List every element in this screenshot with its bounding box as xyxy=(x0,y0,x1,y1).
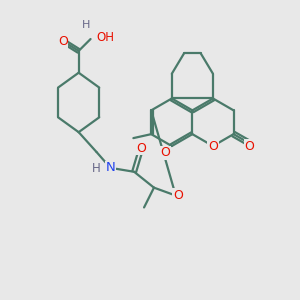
Text: O: O xyxy=(136,142,146,154)
Text: O: O xyxy=(173,189,183,202)
Text: O: O xyxy=(208,140,218,152)
Text: N: N xyxy=(106,161,115,174)
Text: O: O xyxy=(244,140,254,152)
Text: O: O xyxy=(160,146,170,160)
Text: H: H xyxy=(92,162,101,175)
Text: OH: OH xyxy=(97,31,115,44)
Text: O: O xyxy=(58,34,68,47)
Text: H: H xyxy=(81,20,90,30)
